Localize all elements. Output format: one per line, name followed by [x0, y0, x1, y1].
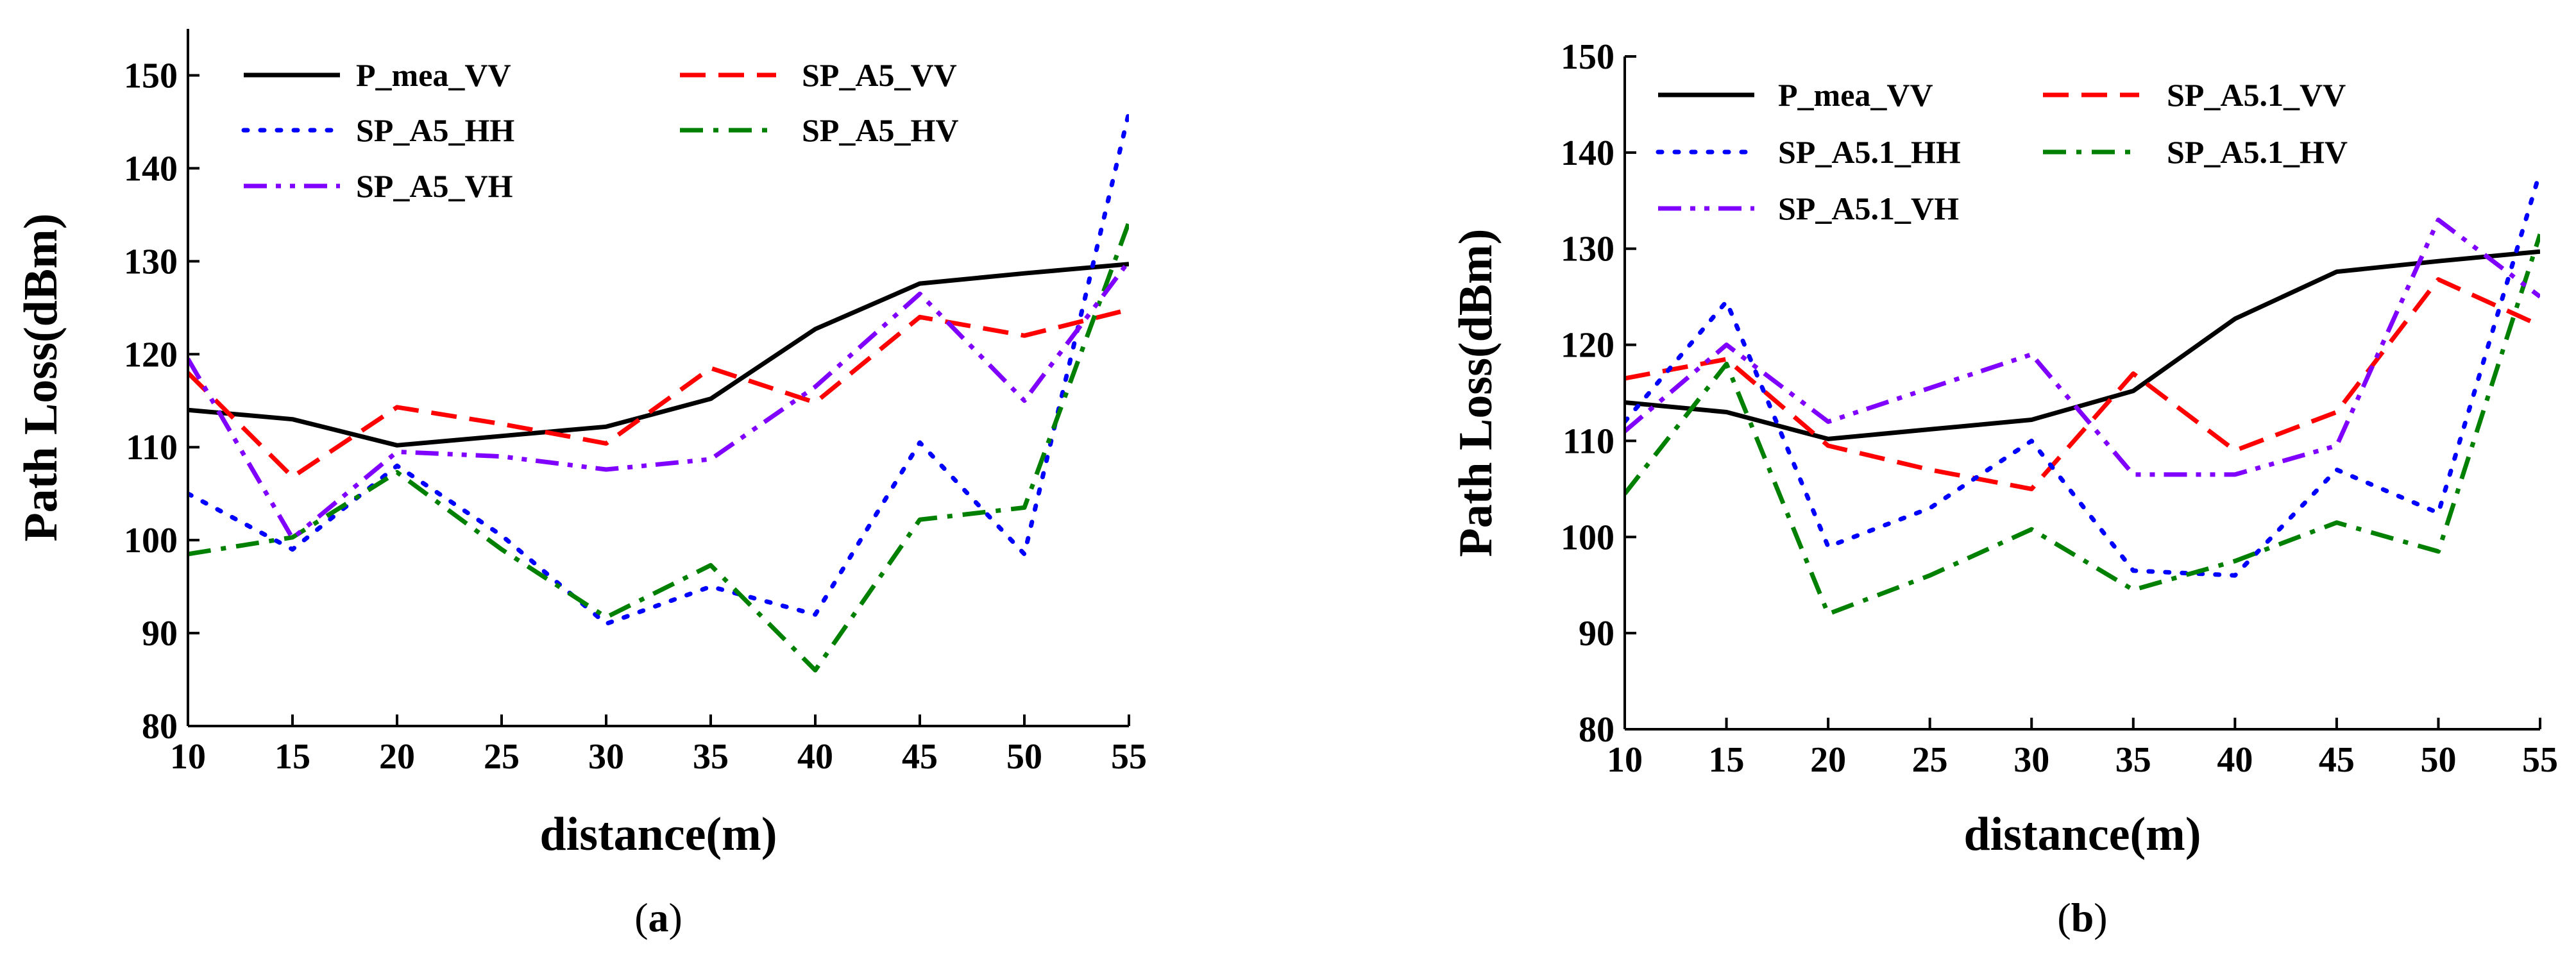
panel-label-close: ) — [2094, 895, 2107, 940]
x-tick-label: 20 — [1810, 740, 1846, 780]
x-tick-label: 45 — [902, 737, 938, 777]
x-tick-label: 30 — [588, 737, 624, 777]
legend-label: SP_A5.1_HH — [1778, 134, 1961, 170]
series-line-sp-a5-hv — [188, 221, 1129, 673]
y-tick-label: 80 — [142, 707, 178, 747]
panel-label-letter: a — [648, 895, 669, 940]
series-line-sp-a5-1-vv — [1625, 277, 2540, 491]
x-tick-label: 55 — [1111, 737, 1147, 777]
y-tick-label: 140 — [124, 149, 178, 189]
x-tick-label: 50 — [1006, 737, 1042, 777]
legend-label: SP_A5.1_VV — [2167, 77, 2346, 113]
panel-label-letter: b — [2071, 895, 2094, 940]
y-tick-label: 150 — [124, 56, 178, 96]
y-tick-label: 110 — [1563, 421, 1614, 461]
series-line-sp-a5-vh — [188, 260, 1129, 541]
series-line-sp-a5-hh — [188, 110, 1129, 627]
x-axis-title: distance(m) — [540, 808, 777, 861]
legend-label: SP_A5.1_VH — [1778, 190, 1959, 226]
chart-panel-b: 10 15 20 25 30 35 40 45 50 55 80 90 100 110 120 130 140 1… — [1450, 37, 2558, 940]
x-tick-label: 20 — [379, 737, 415, 777]
y-tick-label: 140 — [1561, 133, 1614, 173]
legend-label: SP_A5_VH — [356, 168, 513, 204]
x-tick-label: 10 — [170, 737, 206, 777]
x-tick-label: 25 — [1912, 740, 1948, 780]
y-axis-title: Path Loss(dBm) — [15, 214, 67, 542]
panel-label-open: ( — [634, 895, 648, 940]
x-tick-label: 25 — [484, 737, 520, 777]
y-tick-label: 90 — [1579, 614, 1614, 654]
x-tick-label: 40 — [797, 737, 833, 777]
x-tick-label: 10 — [1607, 740, 1643, 780]
legend-label: P_mea_VV — [356, 57, 511, 93]
x-tick-label: 40 — [2217, 740, 2253, 780]
x-tick-label: 15 — [1709, 740, 1745, 780]
legend-label: SP_A5.1_HV — [2167, 134, 2348, 170]
y-tick-label: 100 — [124, 521, 178, 561]
x-tick-label: 15 — [275, 737, 310, 777]
chart-panel-a: 10 15 20 25 30 35 40 45 50 55 80 90 100 110 120 130 140 1… — [15, 29, 1147, 940]
x-tick-label: 35 — [693, 737, 729, 777]
x-axis-title: distance(m) — [1964, 808, 2201, 861]
x-tick-label: 55 — [2522, 740, 2558, 780]
legend-label: SP_A5_HV — [802, 112, 958, 148]
series-line-p-mea-vv — [1625, 249, 2540, 441]
series-line-sp-a5-1-vh — [1625, 217, 2540, 477]
series-line-sp-a5-1-hv — [1625, 233, 2540, 616]
legend-label: SP_A5_VV — [802, 57, 957, 93]
x-tick-label: 30 — [2013, 740, 2049, 780]
legend-label: SP_A5_HH — [356, 112, 514, 148]
y-tick-label: 120 — [124, 335, 178, 375]
y-tick-label: 150 — [1561, 37, 1614, 77]
panel-label-open: ( — [2057, 895, 2071, 940]
panel-label: (a) — [634, 895, 682, 940]
panel-label-close: ) — [669, 895, 682, 940]
series-line-p-mea-vv — [188, 262, 1129, 448]
y-tick-label: 120 — [1561, 326, 1614, 366]
y-tick-label: 130 — [124, 242, 178, 282]
legend-label: P_mea_VV — [1778, 77, 1933, 113]
y-axis-title: Path Loss(dBm) — [1450, 229, 1502, 557]
x-tick-label: 50 — [2420, 740, 2456, 780]
x-tick-label: 35 — [2115, 740, 2151, 780]
y-tick-label: 90 — [142, 614, 178, 654]
y-tick-label: 130 — [1561, 230, 1614, 269]
x-tick-label: 45 — [2319, 740, 2355, 780]
series-line-sp-a5-1-hh — [1625, 169, 2540, 578]
panel-label: (b) — [2057, 895, 2107, 940]
series-line-sp-a5-vv — [188, 307, 1129, 480]
y-tick-label: 100 — [1561, 518, 1614, 557]
y-tick-label: 110 — [126, 428, 178, 468]
y-tick-label: 80 — [1579, 710, 1614, 750]
